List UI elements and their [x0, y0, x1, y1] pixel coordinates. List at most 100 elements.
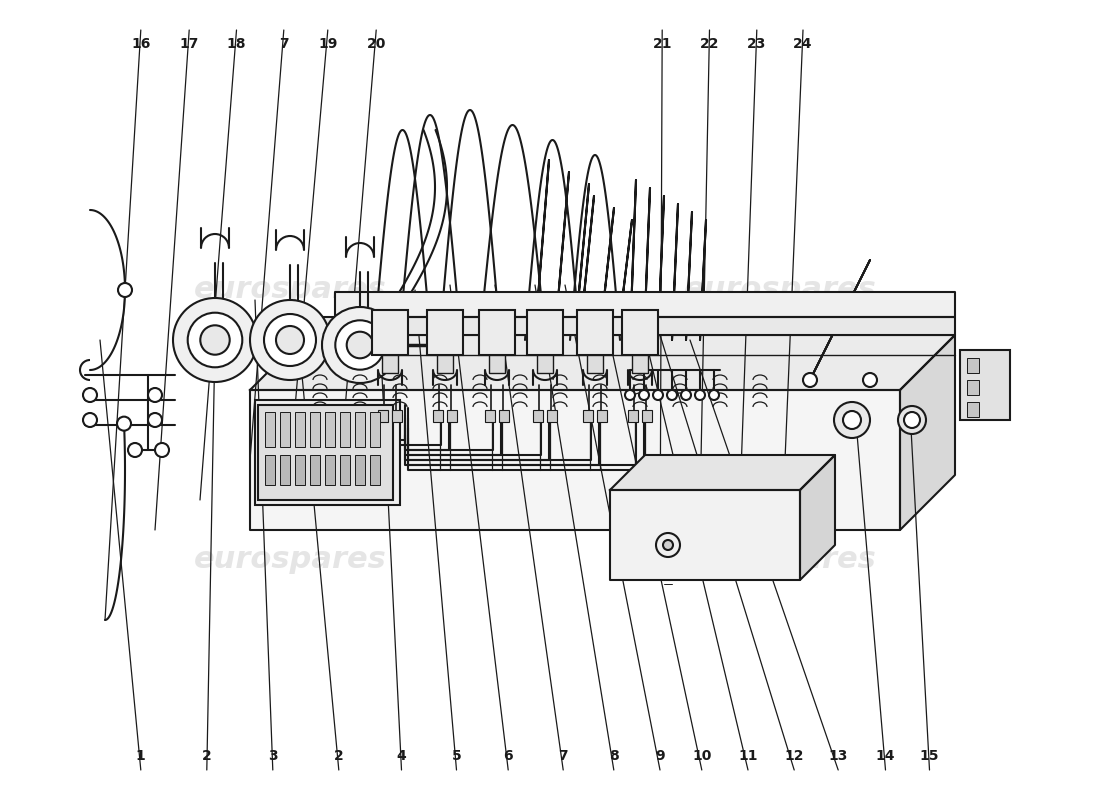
Bar [370, 455, 379, 485]
Circle shape [667, 390, 676, 400]
Text: 18: 18 [227, 37, 246, 51]
Bar [547, 410, 557, 422]
Circle shape [710, 390, 719, 400]
Circle shape [82, 388, 97, 402]
Polygon shape [250, 335, 955, 390]
Circle shape [82, 413, 97, 427]
Bar [433, 410, 443, 422]
Text: 12: 12 [784, 749, 804, 763]
Bar [485, 410, 495, 422]
Polygon shape [250, 390, 900, 530]
Text: 10: 10 [692, 749, 712, 763]
Bar [967, 380, 979, 395]
Bar [324, 412, 336, 447]
Text: 2: 2 [202, 749, 211, 763]
Bar [295, 412, 305, 447]
Bar [583, 410, 593, 422]
Circle shape [803, 373, 817, 387]
Text: 1: 1 [136, 749, 145, 763]
Polygon shape [900, 335, 955, 530]
Text: 9: 9 [656, 749, 664, 763]
Circle shape [904, 412, 920, 428]
Text: 15: 15 [920, 749, 939, 763]
Bar [967, 402, 979, 417]
Circle shape [173, 298, 257, 382]
Text: 6: 6 [504, 749, 513, 763]
Bar [960, 350, 1010, 420]
Bar [378, 410, 388, 422]
Circle shape [656, 533, 680, 557]
Text: 11: 11 [738, 749, 758, 763]
Bar [340, 412, 350, 447]
Circle shape [148, 413, 162, 427]
Circle shape [276, 326, 304, 354]
Bar [447, 410, 456, 422]
Circle shape [117, 417, 131, 430]
Text: 21: 21 [652, 37, 672, 51]
Bar [499, 410, 509, 422]
Bar [632, 355, 648, 373]
Text: 3: 3 [268, 749, 277, 763]
Bar [280, 455, 290, 485]
Circle shape [200, 326, 230, 354]
Bar [490, 355, 505, 373]
Text: 7: 7 [559, 749, 568, 763]
Bar [370, 412, 379, 447]
Bar [642, 410, 652, 422]
Bar [355, 412, 365, 447]
Bar [340, 455, 350, 485]
Circle shape [653, 390, 663, 400]
Text: 7: 7 [279, 37, 288, 51]
Bar [255, 400, 400, 505]
Bar [527, 310, 563, 355]
Text: 5: 5 [452, 749, 461, 763]
Polygon shape [800, 455, 835, 580]
Text: eurospares: eurospares [683, 275, 877, 305]
Bar [597, 410, 607, 422]
Bar [372, 310, 408, 355]
Circle shape [639, 390, 649, 400]
Polygon shape [610, 490, 800, 580]
Circle shape [188, 313, 242, 367]
Bar [392, 410, 402, 422]
Bar [587, 355, 603, 373]
Polygon shape [610, 455, 835, 490]
Text: 16: 16 [131, 37, 151, 51]
Circle shape [834, 402, 870, 438]
Bar [280, 412, 290, 447]
Circle shape [625, 390, 635, 400]
Bar [355, 455, 365, 485]
Text: eurospares: eurospares [194, 546, 386, 574]
Circle shape [898, 406, 926, 434]
Bar [324, 455, 336, 485]
Bar [295, 455, 305, 485]
Bar [437, 355, 453, 373]
Text: 22: 22 [700, 37, 719, 51]
Bar [258, 405, 393, 500]
Bar [310, 412, 320, 447]
Bar [265, 455, 275, 485]
Circle shape [346, 332, 373, 358]
Polygon shape [336, 292, 955, 317]
Circle shape [155, 443, 169, 457]
Bar [310, 455, 320, 485]
Circle shape [264, 314, 316, 366]
Bar [382, 355, 398, 373]
Circle shape [336, 320, 385, 370]
Text: 2: 2 [334, 749, 343, 763]
Bar [427, 310, 463, 355]
Text: 14: 14 [876, 749, 895, 763]
Bar [967, 358, 979, 373]
Text: eurospares: eurospares [194, 275, 386, 305]
Bar [621, 310, 658, 355]
Text: 4: 4 [397, 749, 406, 763]
Circle shape [864, 373, 877, 387]
Text: 24: 24 [793, 37, 813, 51]
Bar [265, 412, 275, 447]
Text: 17: 17 [179, 37, 199, 51]
Bar [578, 310, 613, 355]
Circle shape [118, 283, 132, 297]
Bar [534, 410, 543, 422]
Text: 8: 8 [609, 749, 618, 763]
Text: 13: 13 [828, 749, 848, 763]
